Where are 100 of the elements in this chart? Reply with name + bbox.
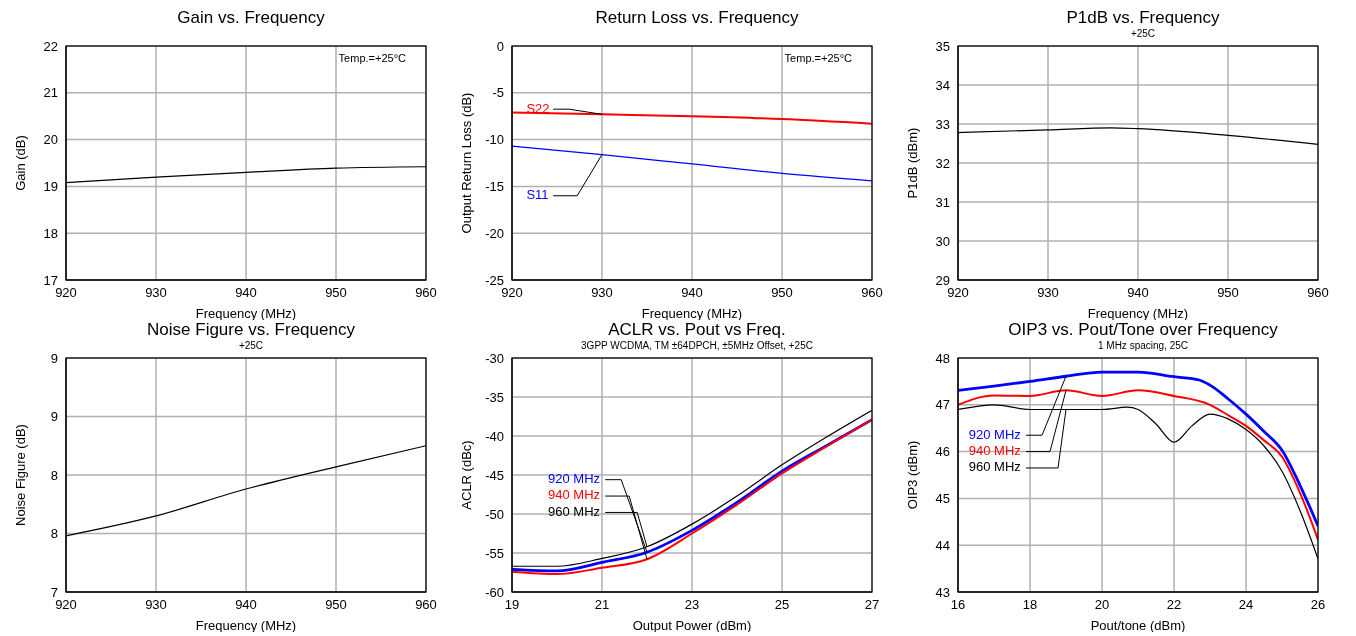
chart-title: OIP3 vs. Pout/Tone over Frequency (1007, 320, 1279, 340)
y-axis-title: Output Return Loss (dB) (459, 92, 475, 234)
text: 920 MHz (968, 426, 1021, 442)
x-tick-label: 940 (235, 597, 257, 613)
text: 940 MHz (968, 443, 1021, 459)
x-tick-label: 16 (950, 597, 966, 613)
x-tick-label: 24 (1238, 597, 1254, 613)
chart-subtitle: +25C (237, 340, 265, 352)
x-tick-label: 920 (55, 285, 77, 301)
chart-subtitle: 1 MHz spacing, 25C (1096, 340, 1189, 352)
chart-subtitle: 3GPP WCDMA, TM ±64DPCH, ±5MHz Offset, +25C (580, 340, 814, 352)
x-tick-label: 950 (325, 285, 347, 301)
x-tick-label: 21 (594, 597, 610, 613)
chart-title: ACLR vs. Pout vs Freq. (607, 320, 787, 340)
x-tick-label: 18 (1022, 597, 1038, 613)
x-tick-label: 940 (681, 285, 703, 301)
y-tick-label: 46 (935, 444, 950, 460)
y-axis-title: Gain (dB) (13, 135, 29, 191)
y-tick-label: 8 (50, 526, 58, 542)
x-tick-label: 27 (864, 597, 880, 613)
y-tick-label: 44 (935, 537, 950, 553)
y-tick-label: -60 (485, 584, 504, 600)
x-tick-label: 920 (55, 597, 77, 613)
y-tick-label: 9 (50, 350, 58, 366)
y-tick-label: 22 (43, 38, 58, 54)
y-tick-label: 43 (935, 584, 950, 600)
y-tick-label: -25 (485, 272, 504, 288)
chart-title: Gain vs. Frequency (176, 8, 326, 28)
x-tick-label: 920 (947, 285, 969, 301)
y-tick-label: 9 (50, 409, 58, 425)
x-tick-label: 940 (1127, 285, 1149, 301)
text: S11 (526, 187, 549, 203)
x-tick-label: 960 (861, 285, 883, 301)
y-tick-label: 8 (50, 467, 58, 483)
x-tick-label: 950 (771, 285, 793, 301)
y-tick-label: 7 (50, 584, 58, 600)
chart-title: P1dB vs. Frequency (1065, 8, 1221, 28)
annotation: Temp.=+25°C (338, 52, 407, 64)
y-tick-label: 21 (43, 85, 58, 101)
x-axis-title: Frequency (MHz) (1087, 306, 1189, 321)
x-axis-title: Pout/tone (dBm) (1090, 618, 1186, 633)
x-tick-label: 930 (145, 285, 167, 301)
y-tick-label: 34 (935, 77, 950, 93)
y-tick-label: -50 (485, 506, 504, 522)
annotation: Temp.=+25°C (784, 52, 853, 64)
chart-title: Noise Figure vs. Frequency (146, 320, 356, 340)
y-tick-label: -40 (485, 428, 504, 444)
y-axis-title: OIP3 (dBm) (905, 440, 921, 510)
y-tick-label: 33 (935, 116, 950, 132)
x-tick-label: 20 (1094, 597, 1110, 613)
y-tick-label: -55 (485, 545, 504, 561)
y-tick-label: -15 (485, 179, 504, 195)
x-tick-label: 930 (145, 597, 167, 613)
x-tick-label: 960 (415, 285, 437, 301)
y-tick-label: -45 (485, 467, 504, 483)
y-tick-label: -20 (485, 225, 504, 241)
y-tick-label: -35 (485, 389, 504, 405)
x-tick-label: 950 (1217, 285, 1239, 301)
text: 920 MHz (548, 471, 601, 487)
y-tick-label: 18 (43, 225, 58, 241)
x-tick-label: 23 (684, 597, 700, 613)
y-tick-label: 17 (43, 272, 58, 288)
y-tick-label: -5 (492, 85, 504, 101)
line-series (512, 111, 872, 125)
y-tick-label: 30 (935, 233, 950, 249)
y-tick-label: -10 (485, 132, 504, 148)
text: 940 MHz (548, 487, 601, 503)
x-tick-label: 930 (1037, 285, 1059, 301)
y-tick-label: 20 (43, 132, 58, 148)
text: 960 MHz (548, 503, 601, 519)
y-tick-label: 47 (935, 397, 950, 413)
chart-title: Return Loss vs. Frequency (594, 8, 800, 28)
x-tick-label: 26 (1310, 597, 1326, 613)
line-series (512, 145, 872, 182)
x-tick-label: 960 (415, 597, 437, 613)
line-series (958, 370, 1318, 528)
y-axis-title: Noise Figure (dB) (13, 424, 29, 526)
y-tick-label: 35 (935, 38, 950, 54)
x-tick-label: 25 (774, 597, 790, 613)
x-tick-label: 940 (235, 285, 257, 301)
y-tick-label: 48 (935, 350, 950, 366)
y-tick-label: 19 (43, 179, 58, 195)
y-axis-title: P1dB (dBm) (905, 127, 921, 199)
y-tick-label: 0 (496, 38, 504, 54)
x-axis-title: Frequency (MHz) (195, 306, 297, 321)
x-tick-label: 960 (1307, 285, 1329, 301)
x-axis-title: Frequency (MHz) (195, 618, 297, 633)
y-tick-label: -30 (485, 350, 504, 366)
x-axis-title: Frequency (MHz) (641, 306, 743, 321)
x-tick-label: 22 (1166, 597, 1182, 613)
x-tick-label: 930 (591, 285, 613, 301)
y-tick-label: 29 (935, 272, 950, 288)
y-tick-label: 32 (935, 155, 950, 171)
text: 960 MHz (968, 459, 1021, 475)
line-series (958, 389, 1318, 541)
x-tick-label: 950 (325, 597, 347, 613)
chart-subtitle: +25C (1129, 28, 1157, 40)
x-tick-label: 19 (504, 597, 520, 613)
x-tick-label: 920 (501, 285, 523, 301)
y-tick-label: 45 (935, 491, 950, 507)
